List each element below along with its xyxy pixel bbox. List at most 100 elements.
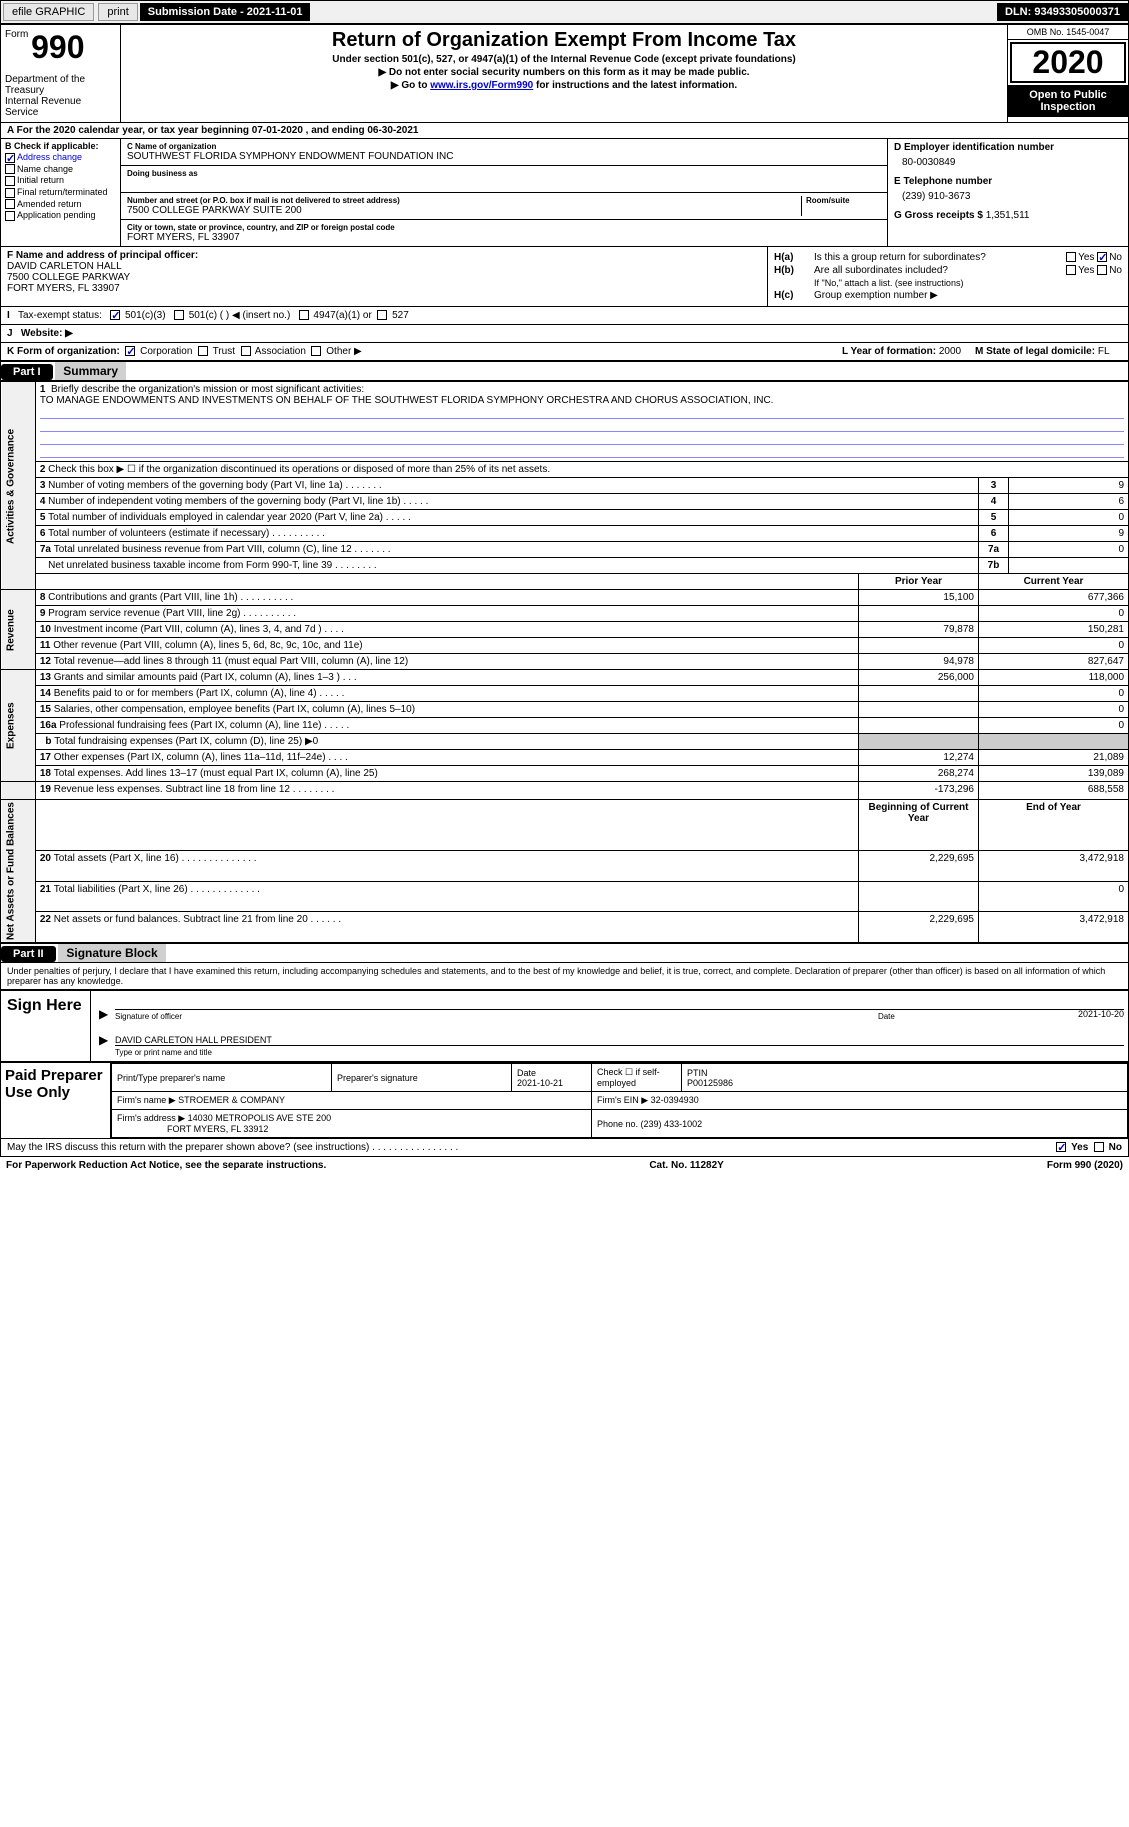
line21-py (859, 881, 979, 912)
line12-desc: Total revenue—add lines 8 through 11 (mu… (54, 656, 408, 667)
line16a-py (859, 718, 979, 734)
city-label: City or town, state or province, country… (127, 223, 881, 232)
chk-addr-change[interactable]: Address change (5, 152, 116, 163)
line1-value: TO MANAGE ENDOWMENTS AND INVESTMENTS ON … (40, 395, 774, 406)
section-fh: F Name and address of principal officer:… (0, 247, 1129, 307)
chk-527[interactable] (377, 310, 387, 320)
discuss-no[interactable] (1094, 1142, 1104, 1152)
hb-note: If "No," attach a list. (see instruction… (814, 278, 1122, 288)
org-name: SOUTHWEST FLORIDA SYMPHONY ENDOWMENT FOU… (127, 151, 881, 162)
line7a-desc: Total unrelated business revenue from Pa… (54, 544, 391, 555)
line14-cy: 0 (979, 686, 1129, 702)
line7b-val (1009, 558, 1129, 574)
hc-label: H(c) (774, 290, 814, 301)
g-label: G Gross receipts $ (894, 210, 986, 221)
line7a-val: 0 (1009, 542, 1129, 558)
name-label: Type or print name and title (115, 1048, 1124, 1057)
subtitle-1: Under section 501(c), 527, or 4947(a)(1)… (129, 54, 999, 65)
street-value: 7500 COLLEGE PARKWAY SUITE 200 (127, 205, 801, 216)
dba-label: Doing business as (127, 169, 881, 178)
preparer-block: Paid Preparer Use Only Print/Type prepar… (0, 1062, 1129, 1139)
line3-val: 9 (1009, 478, 1129, 494)
line16b-desc: Total fundraising expenses (Part IX, col… (54, 736, 318, 747)
chk-initial[interactable]: Initial return (5, 175, 116, 186)
col-b: B Check if applicable: Address change Na… (1, 139, 121, 246)
part1-header: Part I (1, 364, 53, 380)
chk-corp[interactable] (125, 346, 135, 356)
firm-ein-value: 32-0394930 (651, 1095, 699, 1105)
chk-name-change[interactable]: Name change (5, 164, 116, 175)
ha-yes[interactable] (1066, 252, 1076, 262)
line20-py: 2,229,695 (859, 851, 979, 882)
form-number-box: Form 990 Department of the Treasury Inte… (1, 25, 121, 122)
irs-link[interactable]: www.irs.gov/Form990 (430, 80, 533, 91)
line11-desc: Other revenue (Part VIII, column (A), li… (53, 640, 362, 651)
line19-cy: 688,558 (979, 782, 1129, 800)
line6-desc: Total number of volunteers (estimate if … (48, 528, 325, 539)
part1-table: Activities & Governance 1 Briefly descri… (0, 381, 1129, 943)
chk-501c[interactable] (174, 310, 184, 320)
print-button[interactable]: print (98, 3, 137, 21)
col-h: H(a) Is this a group return for subordin… (768, 247, 1128, 306)
sidebar-exp: Expenses (1, 670, 36, 782)
sign-label: Sign Here (1, 991, 91, 1061)
subtitle-2: ▶ Do not enter social security numbers o… (129, 67, 999, 78)
line17-desc: Other expenses (Part IX, column (A), lin… (54, 752, 348, 763)
prep-sig-col: Preparer's signature (332, 1064, 512, 1092)
chk-assoc[interactable] (241, 346, 251, 356)
sign-block: Sign Here 2021-10-20 Signature of office… (0, 990, 1129, 1062)
line19-desc: Revenue less expenses. Subtract line 18 … (54, 784, 335, 795)
chk-4947[interactable] (299, 310, 309, 320)
line8-cy: 677,366 (979, 590, 1129, 606)
firm-name-value: STROEMER & COMPANY (178, 1095, 285, 1105)
line18-cy: 139,089 (979, 766, 1129, 782)
chk-501c3[interactable] (110, 310, 120, 320)
ha-no[interactable] (1097, 252, 1107, 262)
discuss-yes[interactable] (1056, 1142, 1066, 1152)
top-toolbar: efile GRAPHIC print Submission Date - 20… (0, 0, 1129, 24)
chk-trust[interactable] (198, 346, 208, 356)
firm-city-value: FORT MYERS, FL 33912 (167, 1124, 268, 1134)
line10-cy: 150,281 (979, 622, 1129, 638)
col-c: C Name of organization SOUTHWEST FLORIDA… (121, 139, 888, 246)
hb-no[interactable] (1097, 265, 1107, 275)
line1-num: 1 (40, 384, 46, 395)
chk-final[interactable]: Final return/terminated (5, 187, 116, 198)
f-label: F Name and address of principal officer: (7, 250, 761, 261)
line2-text: Check this box ▶ ☐ if the organization d… (48, 464, 550, 475)
prep-self-col: Check ☐ if self-employed (592, 1064, 682, 1092)
hb-text: Are all subordinates included? (814, 265, 1022, 276)
line5-val: 0 (1009, 510, 1129, 526)
m-val: FL (1098, 346, 1110, 357)
line15-cy: 0 (979, 702, 1129, 718)
ha-text: Is this a group return for subordinates? (814, 252, 1022, 263)
tax-year-line: A For the 2020 calendar year, or tax yea… (0, 123, 1129, 138)
line20-desc: Total assets (Part X, line 16) . . . . .… (54, 853, 257, 864)
declaration: Under penalties of perjury, I declare th… (0, 963, 1129, 990)
ptin-value: P00125986 (687, 1078, 733, 1088)
chk-pending[interactable]: Application pending (5, 210, 116, 221)
line11-cy: 0 (979, 638, 1129, 654)
chk-amended[interactable]: Amended return (5, 199, 116, 210)
line6-val: 9 (1009, 526, 1129, 542)
prep-date-col: Date (517, 1068, 536, 1078)
prior-year-header: Prior Year (859, 574, 979, 590)
hb-yes[interactable] (1066, 265, 1076, 275)
officer-name-sig: DAVID CARLETON HALL PRESIDENT (115, 1035, 272, 1045)
k-label: K Form of organization: (7, 346, 120, 357)
room-label: Room/suite (806, 196, 881, 205)
j-text: Website: ▶ (21, 328, 73, 339)
sub3-post: for instructions and the latest informat… (533, 80, 737, 91)
tax-year-begin: 07-01-2020 (252, 125, 303, 136)
efile-button[interactable]: efile GRAPHIC (3, 3, 94, 21)
sidebar-rev: Revenue (1, 590, 36, 670)
chk-other[interactable] (311, 346, 321, 356)
line12-cy: 827,647 (979, 654, 1129, 670)
line4-desc: Number of independent voting members of … (48, 496, 428, 507)
firm-addr-value: 14030 METROPOLIS AVE STE 200 (188, 1113, 331, 1123)
form-word: Form (5, 29, 28, 40)
sidebar-net: Net Assets or Fund Balances (1, 800, 36, 943)
title-area: Return of Organization Exempt From Incom… (121, 25, 1008, 122)
form-title: Return of Organization Exempt From Incom… (129, 29, 999, 52)
officer-name: DAVID CARLETON HALL (7, 261, 761, 272)
